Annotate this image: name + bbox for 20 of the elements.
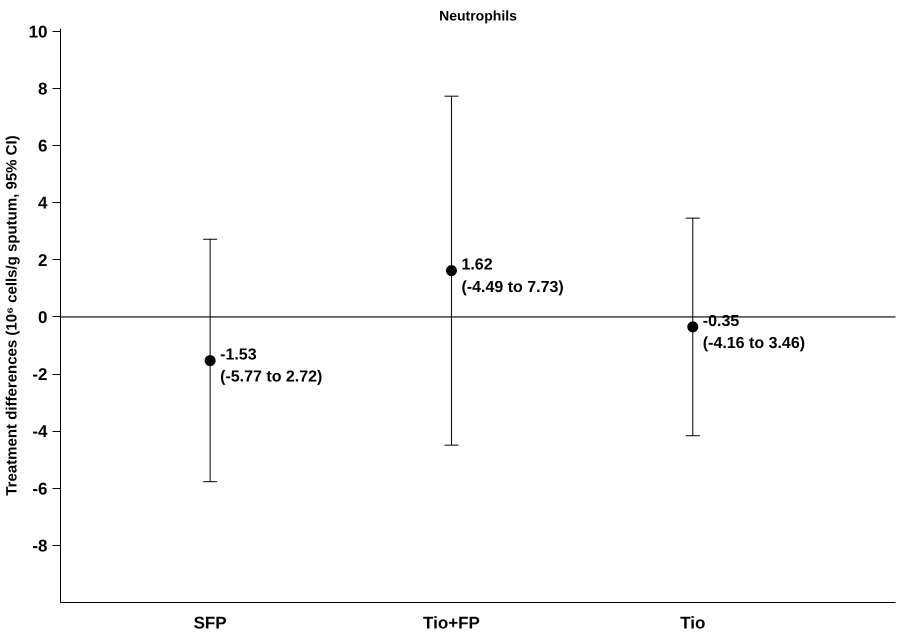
point <box>204 355 216 366</box>
y-tick-label: -4 <box>32 422 48 442</box>
point <box>687 321 698 332</box>
x-tick-label: Tio+FP <box>423 614 480 632</box>
y-axis-title: Treatment differences (10⁶ cells/g sputum, 95% CI) <box>4 135 21 496</box>
y-tick-label: 4 <box>38 194 48 213</box>
y-tick-label: -8 <box>32 536 48 556</box>
data-label: 1.62 (-4.49 to 7.73) <box>461 256 564 296</box>
chart-title: Neutrophils <box>439 8 518 24</box>
data-label: -1.53 (-5.77 to 2.72) <box>220 346 322 386</box>
y-tick-label: -6 <box>32 479 48 498</box>
x-tick-label: Tio <box>680 614 706 632</box>
y-tick-label: 0 <box>38 308 48 327</box>
y-tick-label: 8 <box>38 79 48 98</box>
y-tick-label: 6 <box>38 136 48 156</box>
y-tick-label: -2 <box>32 365 48 384</box>
y-tick-label: 2 <box>38 250 48 270</box>
x-tick-label: SFP <box>194 614 227 632</box>
point <box>446 265 457 276</box>
y-tick-label: 10 <box>28 22 48 42</box>
